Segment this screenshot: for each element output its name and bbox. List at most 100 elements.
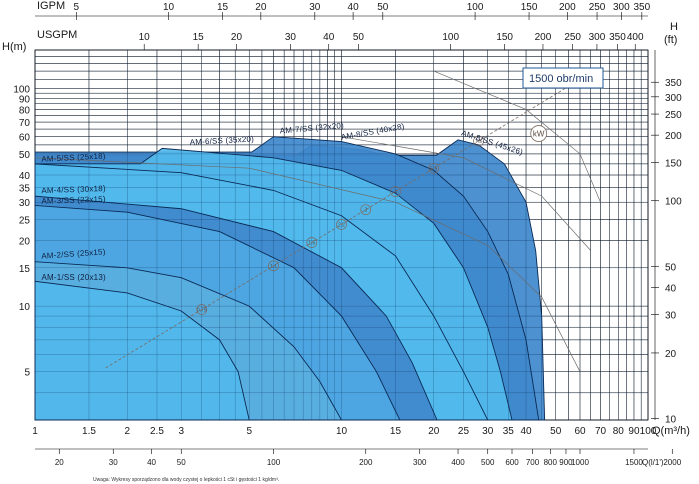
ft-tick-label: 150 xyxy=(665,158,682,169)
aux-curve xyxy=(34,157,581,372)
q-l-axis-label: Q(l/1') xyxy=(642,458,664,467)
power-marker-label: 1.1 xyxy=(270,264,277,270)
usgpm-tick-label: 15 xyxy=(193,32,205,43)
kw-line xyxy=(105,78,581,369)
igpm-tick-label: 350 xyxy=(633,2,650,13)
ft-tick-label: 30 xyxy=(665,311,677,322)
ft-tick-label: 300 xyxy=(665,93,682,104)
aux-curve xyxy=(433,70,601,203)
igpm-tick-label: 150 xyxy=(521,2,538,13)
usgpm-tick-label: 40 xyxy=(323,32,335,43)
q-tick-label: 100 xyxy=(640,426,657,437)
usgpm-tick-label: 10 xyxy=(139,32,151,43)
h-m-axis-label: H(m) xyxy=(2,41,26,53)
l-tick-label: 30 xyxy=(109,458,118,467)
ft-tick-label: 10 xyxy=(665,415,677,426)
igpm-tick-label: 5 xyxy=(74,2,80,13)
l-tick-label: 300 xyxy=(413,458,427,467)
q-tick-label: 60 xyxy=(574,426,586,437)
igpm-tick-label: 50 xyxy=(377,2,389,13)
speed-box xyxy=(522,67,604,89)
power-marker-label: 3 xyxy=(364,208,367,214)
pump-curves xyxy=(34,49,649,421)
aux-curve xyxy=(341,136,591,251)
igpm-tick-label: 30 xyxy=(309,2,321,13)
igpm-tick-label: 200 xyxy=(559,2,576,13)
series-label-5: AM-5/SS (25x18) xyxy=(41,151,106,163)
kw-label: kW xyxy=(533,130,545,139)
series-label-2: AM-2/SS (25x15) xyxy=(41,247,106,260)
q-tick-label: 20 xyxy=(428,426,440,437)
q-tick-label: 2.5 xyxy=(150,426,164,437)
series-label-4: AM-4/SS (30x18) xyxy=(41,184,106,195)
l-tick-label: 1000 xyxy=(571,458,589,467)
power-marker xyxy=(473,135,484,147)
power-marker-label: 4 xyxy=(394,190,397,196)
ft-tick-label: 50 xyxy=(665,262,677,273)
q-tick-label: 3 xyxy=(178,426,184,437)
igpm-tick-label: 100 xyxy=(467,2,484,13)
igpm-axis-label: IGPM xyxy=(37,0,65,12)
l-tick-label: 1500 xyxy=(625,458,643,467)
h-m-tick-label: 30 xyxy=(19,198,31,209)
power-marker xyxy=(268,260,279,272)
l-tick-label: 600 xyxy=(505,458,519,467)
grid-overlay xyxy=(34,49,649,421)
series-label-6: AM-6/SS (35x20) xyxy=(189,135,254,147)
l-tick-label: 100 xyxy=(267,458,281,467)
h-m-tick-label: 15 xyxy=(19,264,31,275)
igpm-tick-label: 250 xyxy=(589,2,606,13)
speed-label: 1500 obr/min xyxy=(529,73,593,85)
h-m-tick-label: 25 xyxy=(19,215,31,226)
power-marker xyxy=(336,219,347,230)
h-m-tick-label: 50 xyxy=(19,150,31,161)
series-label-1: AM-1/SS (20x13) xyxy=(41,273,105,282)
h-m-tick-label: 40 xyxy=(19,171,31,182)
usgpm-tick-label: 400 xyxy=(627,32,644,43)
l-tick-label: 200 xyxy=(359,458,373,467)
q-tick-label: 1 xyxy=(32,426,38,437)
power-marker xyxy=(360,204,372,216)
igpm-tick-label: 40 xyxy=(348,2,360,13)
usgpm-tick-label: 250 xyxy=(564,32,581,43)
power-markers: 0.75 1.1 1.5 2.2 3 4 5.5 7.5 kW xyxy=(105,78,581,369)
q-tick-label: 30 xyxy=(482,426,494,437)
l-tick-label: 40 xyxy=(147,458,156,467)
pump-area-1 xyxy=(34,280,250,421)
h-m-tick-label: 80 xyxy=(19,105,31,116)
q-tick-label: 2 xyxy=(124,426,130,437)
usgpm-tick-label: 50 xyxy=(353,32,365,43)
power-marker-label: 0.75 xyxy=(197,307,207,313)
h-m-tick-label: 20 xyxy=(19,237,31,248)
l-tick-label: 800 xyxy=(544,458,558,467)
ft-tick-label: 250 xyxy=(665,110,682,121)
q-tick-label: 10 xyxy=(336,426,348,437)
ft-tick-label: 20 xyxy=(665,349,677,360)
power-marker-label: 2.2 xyxy=(338,222,345,228)
usgpm-tick-label: 100 xyxy=(442,32,459,43)
power-marker xyxy=(196,304,208,315)
kw-marker xyxy=(530,125,548,142)
usgpm-tick-label: 30 xyxy=(285,32,297,43)
l-tick-label: 500 xyxy=(481,458,495,467)
usgpm-tick-label: 300 xyxy=(589,32,606,43)
q-tick-label: 25 xyxy=(458,426,470,437)
h-m-tick-label: 70 xyxy=(19,118,31,129)
q-m3h-axis-label: Q(m³/h) xyxy=(652,425,690,437)
usgpm-axis-label: USGPM xyxy=(37,29,77,41)
usgpm-tick-label: 20 xyxy=(231,32,243,43)
q-tick-label: 15 xyxy=(390,426,402,437)
power-marker-label: 7.5 xyxy=(475,139,482,145)
usgpm-tick-label: 150 xyxy=(496,32,513,43)
h-m-tick-label: 100 xyxy=(13,84,30,95)
igpm-tick-label: 20 xyxy=(255,2,267,13)
q-tick-label: 70 xyxy=(595,426,607,437)
power-marker xyxy=(390,186,401,197)
q-tick-label: 5 xyxy=(246,426,252,437)
l-tick-label: 20 xyxy=(55,458,64,467)
igpm-tick-label: 300 xyxy=(613,2,630,13)
q-tick-label: 35 xyxy=(503,426,515,437)
h-ft-axis-label: H xyxy=(670,21,678,33)
ft-tick-label: 350 xyxy=(665,78,682,89)
power-marker xyxy=(428,162,440,174)
